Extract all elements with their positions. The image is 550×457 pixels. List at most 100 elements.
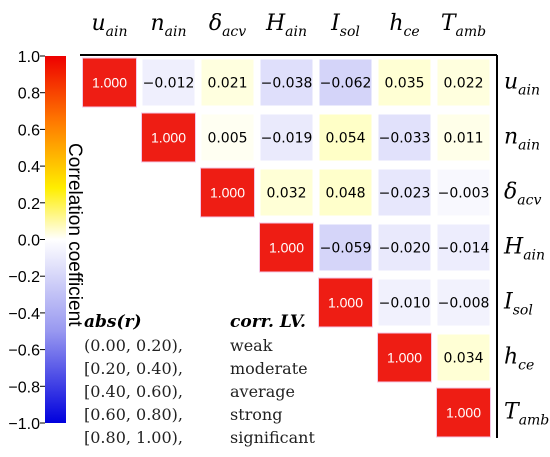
heatmap-cell [83,58,136,107]
heatmap-cell [201,59,254,106]
cell-value-label: 1.000 [269,240,304,256]
heatmap-cell [260,114,313,161]
heatmap-cells: 1.000 −0.012 0.021 −0.038 −0.062 0.035 0.022 1.… [82,57,491,438]
cell-value-label: −0.023 [379,186,431,202]
heatmap-cell [378,279,431,326]
legend-range: (0.00, 0.20), [84,336,183,355]
cell-value-label: −0.020 [379,241,431,257]
heatmap-cell [319,278,372,327]
cell-value-label: 0.022 [443,76,483,92]
cell-value-label: −0.014 [438,241,490,257]
colorbar [45,56,66,423]
cell-value-label: 1.000 [328,295,363,311]
heatmap-cell [142,59,195,106]
heatmap-cell [201,168,254,217]
colorbar-tick-label: −0.4 [8,306,40,323]
legend-level: significant [230,428,315,447]
cell-value-label: 0.021 [207,76,247,92]
colorbar-tick-label: −0.2 [8,269,40,286]
colorbar-tick-label: 0.0 [18,233,40,250]
cell-value-label: −0.033 [379,131,431,147]
legend-level: strong [230,405,282,424]
heatmap-cell [260,59,313,106]
cell-value-label: 0.054 [325,131,365,147]
colorbar-ticks: 1.0 0.8 0.6 0.4 0.2 0.0 −0.2 −0.4 −0.6 −0.8 −1.0 [8,49,45,433]
legend-range: [0.80, 1.00), [84,428,183,447]
column-label: uain [91,11,127,40]
heatmap-cell [437,334,490,381]
row-label: hce [504,345,534,374]
colorbar-tick-label: 0.4 [18,159,40,176]
row-label: δacv [504,180,541,209]
legend-range: [0.40, 0.60), [84,382,183,401]
heatmap-cell [437,279,490,326]
cell-value-label: −0.010 [379,296,431,312]
cell-value-label: −0.019 [261,131,313,147]
heatmap-cell [378,59,431,106]
colorbar-tick-label: 0.6 [18,122,40,139]
heatmap-cell [319,59,372,106]
row-labels: uain nain δacv Hain Isol hce Tamb [503,70,549,429]
cell-value-label: −0.008 [438,296,490,312]
cell-value-label: −0.003 [438,186,490,202]
heatmap-cell [437,224,490,271]
legend-header: corr. LV. [230,312,306,332]
legend-level: moderate [230,359,308,378]
row-label: nain [504,125,540,154]
cell-value-label: 0.034 [443,351,483,367]
heatmap-cell [437,388,490,437]
cell-value-label: 0.032 [266,186,306,202]
heatmap-cell [378,224,431,271]
legend-level: average [230,382,295,401]
colorbar-tick-label: −0.8 [8,379,40,396]
row-label: Tamb [504,400,549,429]
heatmap-cell [260,223,313,272]
heatmap-cell [319,224,372,271]
heatmap-cell [437,59,490,106]
column-label: nain [150,11,186,40]
cell-value-label: 1.000 [151,130,186,146]
column-label: Tamb [441,11,486,40]
column-label: hce [389,11,419,40]
cell-value-label: 0.011 [443,131,483,147]
cell-value-label: −0.038 [261,76,313,92]
colorbar-label: Correlation coefficient [64,143,85,327]
cell-value-label: −0.059 [320,241,372,257]
cell-value-label: 0.048 [325,186,365,202]
column-labels: uain nain δacv Hain Isol hce Tamb [91,11,486,40]
heatmap-cell [201,114,254,161]
colorbar-tick-label: 1.0 [18,49,40,66]
legend-header: abs(r) [84,312,142,332]
row-label: Hain [503,235,545,264]
column-label: δacv [209,11,246,40]
legend-level: weak [230,336,273,355]
cell-value-label: 0.035 [384,76,424,92]
column-label: Hain [265,11,307,40]
cell-value-label: −0.062 [320,76,372,92]
cell-value-label: 1.000 [387,350,422,366]
cell-value-label: 1.000 [92,75,127,91]
cell-value-label: 0.005 [207,131,247,147]
colorbar-tick-label: 0.8 [18,86,40,103]
heatmap-cell [378,169,431,216]
colorbar-tick-label: 0.2 [18,196,40,213]
cell-value-label: 1.000 [210,185,245,201]
legend-range: [0.20, 0.40), [84,359,183,378]
heatmap-cell [260,169,313,216]
heatmap-cell [319,169,372,216]
heatmap-cell [437,114,490,161]
heatmap-cell [142,113,195,162]
cell-value-label: −0.012 [143,76,195,92]
heatmap-cell [437,169,490,216]
colorbar-tick-label: −0.6 [8,343,40,360]
cell-value-label: 1.000 [446,405,481,421]
heatmap-cell [319,114,372,161]
row-label: Isol [503,290,533,319]
heatmap-cell [378,114,431,161]
heatmap-cell [378,333,431,382]
colorbar-tick-label: −1.0 [8,416,40,433]
row-label: uain [504,70,540,99]
strength-legend-table: abs(r) corr. LV. (0.00, 0.20), weak [0.20, 0… [84,312,315,447]
legend-range: [0.60, 0.80), [84,405,183,424]
